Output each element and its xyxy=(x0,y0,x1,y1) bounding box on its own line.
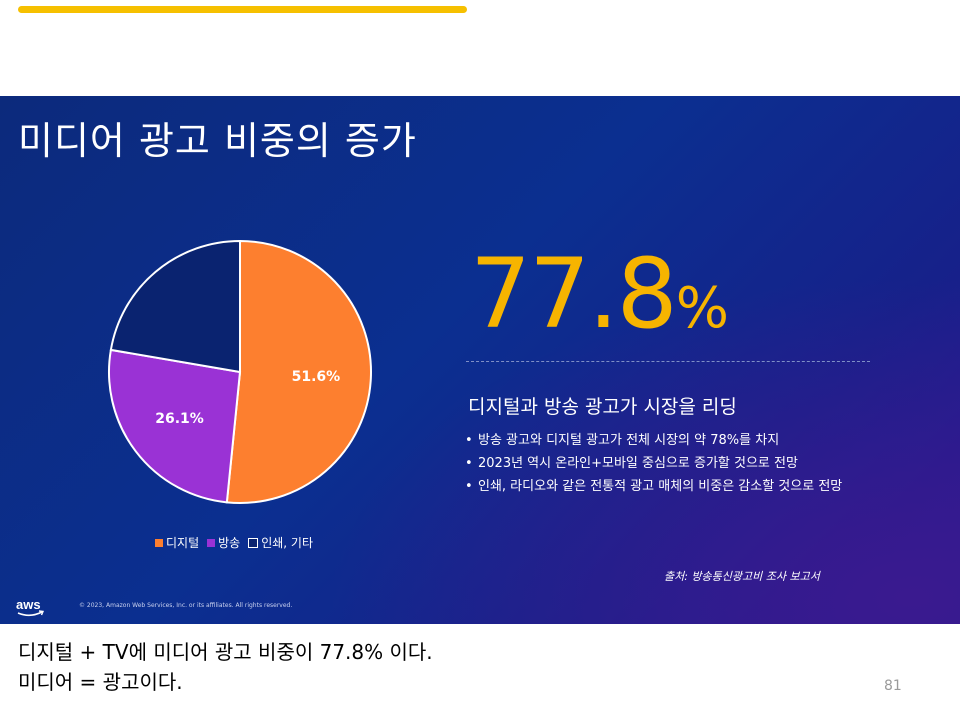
aws-logo: aws xyxy=(16,597,45,617)
dashed-divider xyxy=(466,361,870,362)
pie-slice xyxy=(225,239,372,504)
pie-chart: 51.6% 26.1% xyxy=(108,239,372,504)
legend-swatch xyxy=(155,538,163,547)
speaker-note-line-1: 디지털 + TV에 미디어 광고 비중이 77.8% 이다. xyxy=(18,640,433,664)
headline-stat: 77.8% xyxy=(470,244,729,359)
pie-data-label: 26.1% xyxy=(155,411,204,427)
speaker-note-line-2: 미디어 = 광고이다. xyxy=(18,670,183,694)
legend-label: 방송 xyxy=(218,536,241,550)
subhead: 디지털과 방송 광고가 시장을 리딩 xyxy=(468,396,737,418)
bullet-list: 방송 광고와 디지털 광고가 전체 시장의 약 78%를 차지 2023년 역시… xyxy=(462,432,882,501)
bullet-item: 방송 광고와 디지털 광고가 전체 시장의 약 78%를 차지 xyxy=(462,432,882,449)
slide: 미디어 광고 비중의 증가 51.6% 26.1% 디지털 방송 인쇄, 기타 77.… xyxy=(0,96,960,624)
bullet-item: 2023년 역시 온라인+모바일 중심으로 증가할 것으로 전망 xyxy=(462,455,882,472)
source-citation: 출처: 방송통신광고비 조사 보고서 xyxy=(664,570,820,583)
chart-legend: 디지털 방송 인쇄, 기타 xyxy=(155,534,313,551)
legend-item: 방송 xyxy=(207,534,240,551)
legend-item: 인쇄, 기타 xyxy=(248,534,313,551)
page-number: 81 xyxy=(884,678,902,694)
headline-value: 77.8 xyxy=(470,238,678,350)
legend-label: 인쇄, 기타 xyxy=(261,536,314,550)
bullet-item: 인쇄, 라디오와 같은 전통적 광고 매체의 비중은 감소할 것으로 전망 xyxy=(462,478,882,495)
pie-slice xyxy=(109,239,241,374)
slide-title: 미디어 광고 비중의 증가 xyxy=(18,119,417,163)
aws-logo-text: aws xyxy=(16,597,41,612)
top-accent-bar xyxy=(18,6,467,13)
copyright-text: © 2023, Amazon Web Services, Inc. or its… xyxy=(79,602,293,609)
legend-swatch xyxy=(248,537,259,548)
headline-unit: % xyxy=(675,276,729,341)
legend-label: 디지털 xyxy=(166,536,200,550)
legend-item: 디지털 xyxy=(155,534,199,551)
legend-swatch xyxy=(207,538,216,547)
pie-data-label: 51.6% xyxy=(292,369,341,385)
pie-slice xyxy=(108,348,242,504)
